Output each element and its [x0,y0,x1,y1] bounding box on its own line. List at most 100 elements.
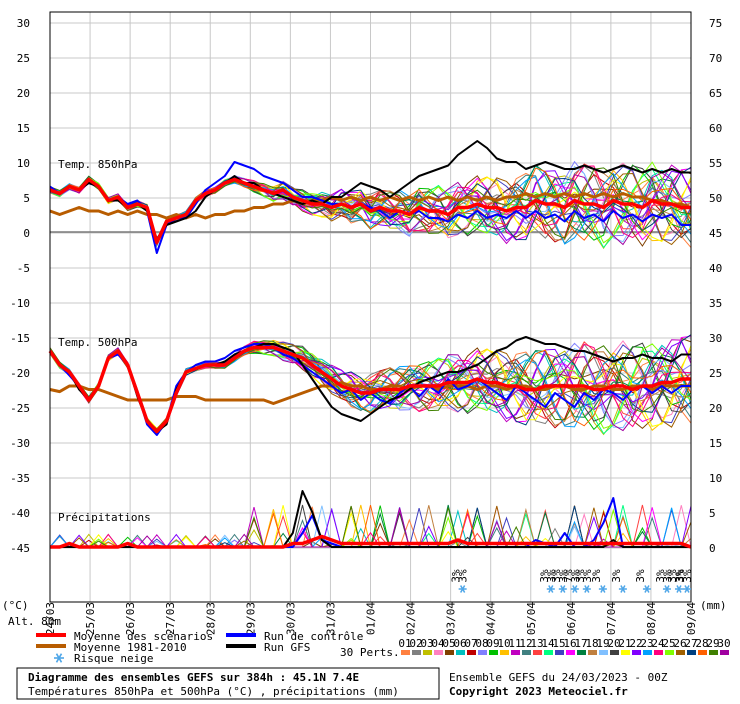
y-tick-label-right: 15 [709,437,722,450]
y-tick-label-left: -5 [17,262,30,275]
y-tick-label-left: 15 [17,122,30,135]
x-tick-label: 28/03 [204,602,217,635]
pert-legend-swatch [423,650,432,655]
pert-legend-swatch [555,650,564,655]
legend-swatch-control [226,633,256,637]
x-tick-label: 09/04 [685,602,698,635]
pert-legend-swatch [709,650,718,655]
pert-legend-swatch [566,650,575,655]
snow-risk-percent: 3% [610,569,623,583]
pert-legend-number: 30 [717,637,730,650]
x-tick-label: 25/03 [84,602,97,635]
pert-legend-number: 23 [640,637,653,650]
panel-label-t850: Temp. 850hPa [58,158,137,171]
pert-legend-swatch [467,650,476,655]
snow-risk-markers: 3%3% 3%3%3%3%7%3%3%3%3% 3% 3% 3%3%3%3%3%3% [450,569,694,593]
snow-risk-percent: 3% [574,569,587,583]
pert-legend-number: 04 [431,637,445,650]
pert-legend-number: 26 [673,637,686,650]
legend-perts-label: 30 Perts. [340,646,400,659]
y-tick-label-right: 30 [709,332,722,345]
pert-legend-swatch [500,650,509,655]
pert-legend-number: 02 [409,637,422,650]
pert-legend-swatch [643,650,652,655]
snowflake-icon [674,585,683,593]
pert-legend-number: 09 [486,637,499,650]
series-line [49,381,691,405]
legend-label-control: Run de contrôle [264,630,363,643]
snow-risk-percent: 3% [450,569,463,583]
pert-legend-swatch [489,650,498,655]
pert-legend-number: 25 [662,637,675,650]
pert-legend-swatch [610,650,619,655]
x-tick-label: 30/03 [284,602,297,635]
snowflake-icon [546,585,555,593]
y-tick-label-left: 10 [17,157,30,170]
snowflake-icon [618,585,627,593]
pert-legend-swatch [434,650,443,655]
pert-legend-swatch [687,650,696,655]
x-tick-label: 24/03 [44,602,57,635]
y-tick-label-left: -10 [10,297,30,310]
y-tick-label-right: 55 [709,157,722,170]
snow-risk-percent: 3% [673,569,686,583]
pert-legend-number: 14 [541,637,555,650]
footer-subtitle: Températures 850hPa et 500hPa (°C) , pré… [28,685,399,698]
series-line [49,192,692,220]
y-tick-label-left: -40 [10,507,30,520]
y-tick-label-left: -25 [10,402,30,415]
y-tick-label-right: 10 [709,472,722,485]
pert-legend-number: 16 [563,637,576,650]
pert-legend-swatch [544,650,553,655]
snowflake-icon [558,585,567,593]
snow-risk-percent: 3% [674,569,687,583]
footer-copyright: Copyright 2023 Meteociel.fr [449,685,628,698]
pert-legend-swatch [533,650,542,655]
y-tick-label-right: 5 [709,507,716,520]
snowflake-icon [682,585,691,593]
snow-risk-percent: 3% [666,569,679,583]
snow-risk-percent: 3% [590,569,603,583]
altitude-label: Alt. 80m [8,615,61,628]
pert-legend-swatch [478,650,487,655]
series-line [49,177,691,245]
x-tick-label: 05/04 [525,602,538,635]
pert-legend-swatch [621,650,630,655]
pert-legend-number: 19 [596,637,609,650]
pert-legend-number: 07 [464,637,477,650]
pert-legend-number: 24 [651,637,665,650]
x-tick-label: 31/03 [324,602,337,635]
plot-frame [49,11,692,603]
footer-box [16,667,440,700]
pert-legend-number: 12 [519,637,532,650]
snow-risk-percent: 3% [654,569,667,583]
y-tick-label-left: -30 [10,437,30,450]
pert-legend-swatch [654,650,663,655]
panel-label-precip: Précipitations [58,511,151,524]
pert-legend-number: 29 [706,637,719,650]
y-tick-label-right: 65 [709,87,722,100]
pert-legend-swatch [665,650,674,655]
pert-legend-number: 08 [475,637,488,650]
series-line [48,345,691,434]
x-tick-label: 29/03 [244,602,257,635]
pert-legend-swatch [698,650,707,655]
pert-legend-number: 17 [574,637,587,650]
pert-legend-swatch [456,650,465,655]
axis-labels: 302520151050-5-10-15-20-25-30-35-40-4575… [10,17,722,635]
x-tick-label: 04/04 [485,602,498,635]
y-tick-label-right: 35 [709,297,722,310]
x-tick-label: 01/04 [365,602,378,635]
x-tick-label: 26/03 [124,602,137,635]
pert-legend-swatch [632,650,641,655]
pert-legend-number: 21 [618,637,631,650]
pert-legend-number: 20 [607,637,620,650]
y-tick-label-right: 70 [709,52,722,65]
y-tick-label-right: 60 [709,122,722,135]
legend-swatch-gfs [226,644,256,648]
footer-run: Ensemble GEFS du 24/03/2023 - 00Z [449,671,668,684]
pert-legend-number: 10 [497,637,510,650]
y-tick-label-left: 30 [17,17,30,30]
